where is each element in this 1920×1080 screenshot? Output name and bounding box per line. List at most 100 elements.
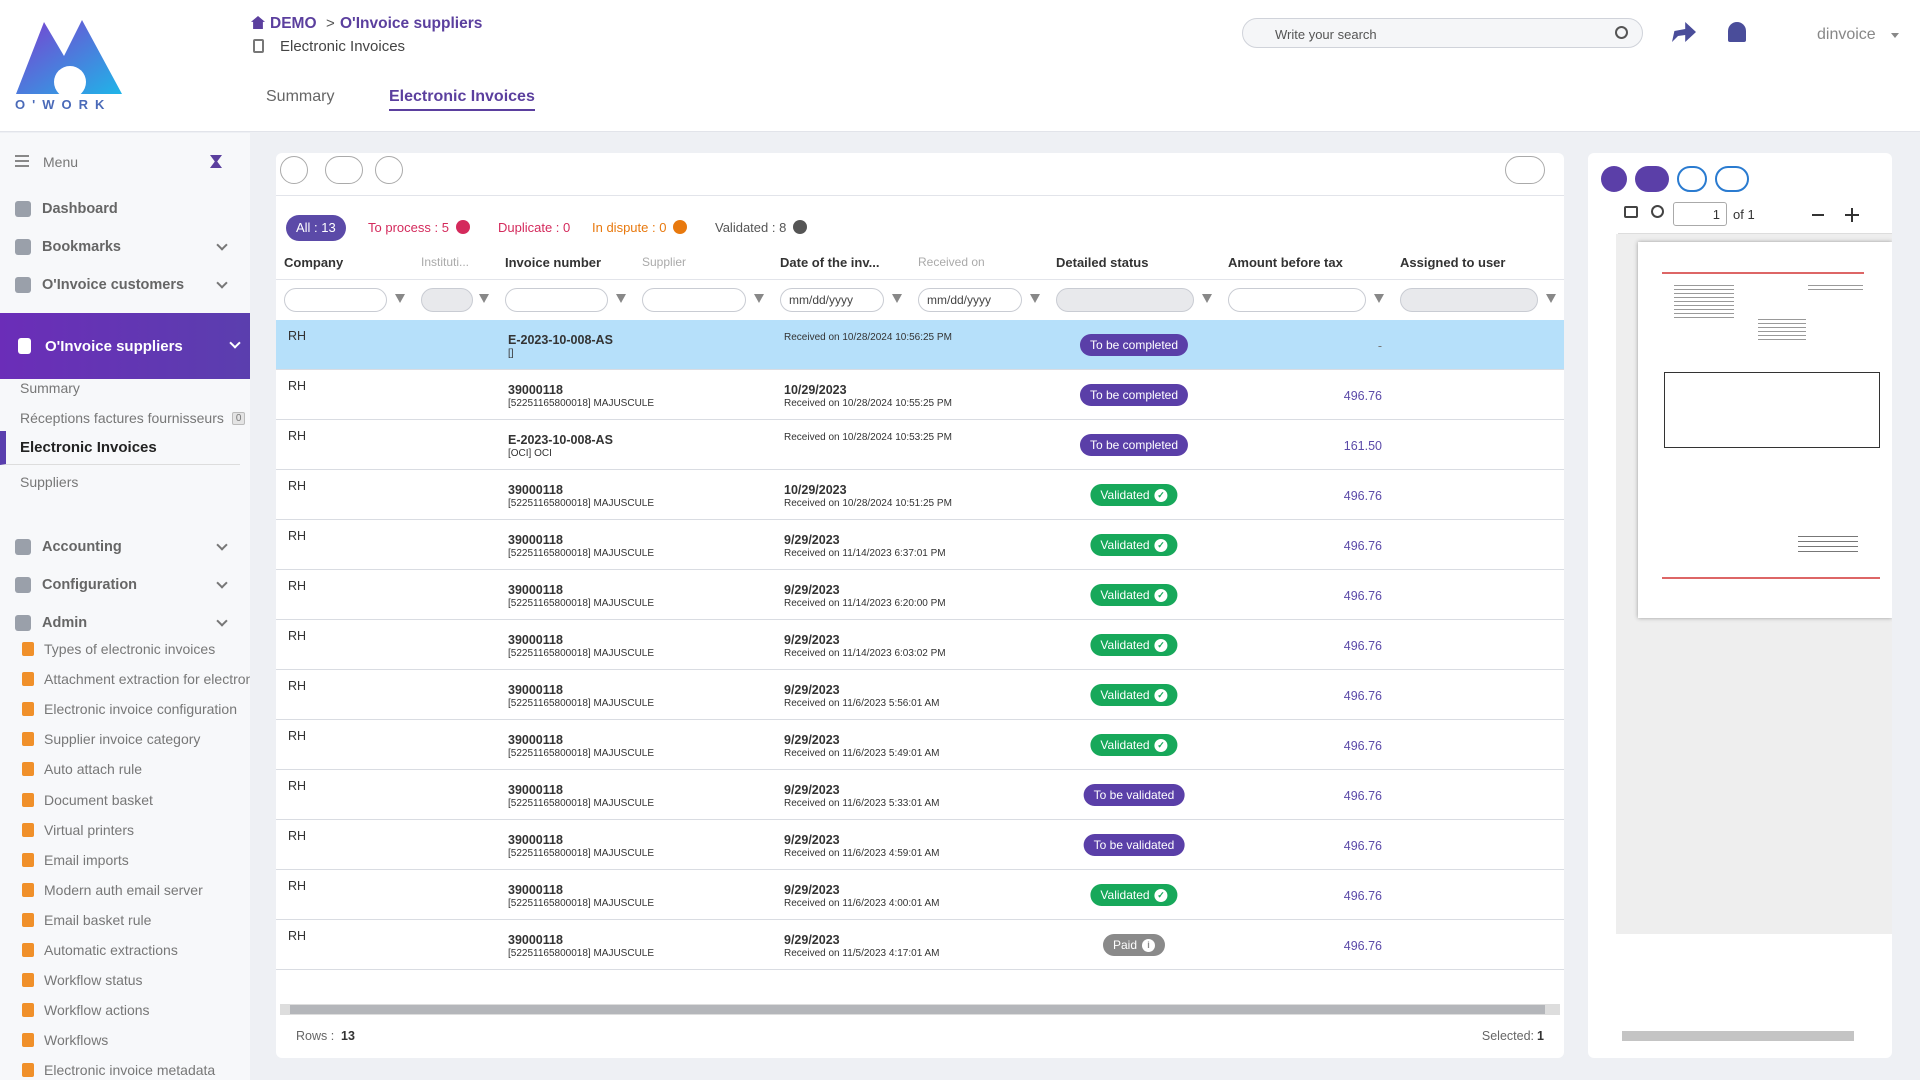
company: RH	[288, 879, 306, 893]
filter-icon[interactable]	[616, 294, 626, 303]
filter-button[interactable]	[375, 156, 403, 184]
column-filter[interactable]	[642, 288, 746, 312]
add-icon	[456, 220, 470, 234]
sub-item[interactable]: Summary	[0, 371, 250, 405]
column-filter[interactable]	[1400, 288, 1538, 312]
table-row[interactable]: RH39000118[52251165800018] MAJUSCULE9/29…	[276, 520, 1564, 570]
filter-icon[interactable]	[754, 294, 764, 303]
share-button[interactable]	[1672, 22, 1696, 42]
h-scrollbar[interactable]	[280, 1004, 1560, 1015]
admin-item[interactable]: Email imports	[0, 846, 250, 874]
side-item[interactable]: O'Invoice customers	[0, 267, 250, 303]
refresh-button[interactable]	[280, 156, 308, 184]
column-filter[interactable]	[1228, 288, 1366, 312]
status-filter[interactable]: In dispute : 0	[592, 215, 687, 241]
column-filter[interactable]: mm/dd/yyyy	[780, 288, 884, 312]
settings-button[interactable]	[1505, 156, 1545, 184]
table-row[interactable]: RH39000118[52251165800018] MAJUSCULE9/29…	[276, 820, 1564, 870]
admin-item[interactable]: Workflow status	[0, 966, 250, 994]
column-header[interactable]: Instituti...	[421, 255, 469, 269]
side-item[interactable]: Dashboard	[0, 191, 250, 227]
search-box[interactable]: Write your search	[1242, 18, 1643, 48]
zoom-out[interactable]	[1812, 214, 1824, 216]
notifications-button[interactable]	[1728, 22, 1746, 42]
status-filter[interactable]: Validated : 8	[715, 215, 807, 241]
admin-icon	[22, 642, 34, 656]
filter-icon[interactable]	[479, 294, 489, 303]
status-filter[interactable]: To process : 5	[368, 215, 470, 241]
column-header[interactable]: Invoice number	[505, 255, 601, 270]
table-row[interactable]: RH39000118[52251165800018] MAJUSCULE9/29…	[276, 920, 1564, 970]
sub-item[interactable]: Electronic Invoices	[0, 431, 240, 465]
viewer-action[interactable]	[1601, 166, 1627, 192]
admin-item[interactable]: Electronic invoice configuration	[0, 695, 250, 723]
invoice-preview	[1638, 242, 1892, 618]
filter-icon[interactable]	[1202, 294, 1212, 303]
sub-item[interactable]: Suppliers	[0, 465, 250, 499]
status-filter[interactable]: All : 13	[286, 215, 346, 241]
table-row[interactable]: RH39000118[52251165800018] MAJUSCULE9/29…	[276, 670, 1564, 720]
side-item[interactable]: Bookmarks	[0, 229, 250, 265]
sidebar-toggle[interactable]	[1624, 206, 1638, 218]
table-row[interactable]: RH39000118[52251165800018] MAJUSCULE9/29…	[276, 570, 1564, 620]
table-row[interactable]: RHE-2023-10-008-AS[OCI] OCIReceived on 1…	[276, 420, 1564, 470]
filter-icon[interactable]	[395, 294, 405, 303]
h-scroll-thumb[interactable]	[290, 1005, 1545, 1014]
table-row[interactable]: RH39000118[52251165800018] MAJUSCULE9/29…	[276, 720, 1564, 770]
breadcrumb-current[interactable]: O'Invoice suppliers	[340, 15, 482, 33]
filter-icon[interactable]	[1546, 294, 1556, 303]
column-header[interactable]: Assigned to user	[1400, 255, 1505, 270]
find-button[interactable]	[1651, 205, 1664, 218]
column-filter[interactable]	[505, 288, 608, 312]
user-menu[interactable]: dinvoice	[1817, 26, 1876, 44]
column-header[interactable]: Received on	[918, 255, 985, 269]
viewer-action[interactable]	[1715, 166, 1749, 192]
status-label: To be completed	[1090, 388, 1178, 402]
admin-item[interactable]: Document basket	[0, 786, 250, 814]
table-row[interactable]: RHE-2023-10-008-AS[]Received on 10/28/20…	[276, 320, 1564, 370]
admin-item[interactable]: Electronic invoice metadata	[0, 1056, 250, 1080]
page-input[interactable]: 1	[1673, 202, 1727, 226]
company: RH	[288, 679, 306, 693]
column-header[interactable]: Detailed status	[1056, 255, 1148, 270]
filter-icon[interactable]	[1374, 294, 1384, 303]
admin-item[interactable]: Workflow actions	[0, 996, 250, 1024]
admin-item[interactable]: Auto attach rule	[0, 755, 250, 783]
column-header[interactable]: Supplier	[642, 255, 686, 269]
table-row[interactable]: RH39000118[52251165800018] MAJUSCULE9/29…	[276, 870, 1564, 920]
side-item[interactable]: Configuration	[0, 567, 250, 603]
admin-item[interactable]: Email basket rule	[0, 906, 250, 934]
admin-item[interactable]: Automatic extractions	[0, 936, 250, 964]
tab[interactable]: Summary	[266, 88, 334, 109]
admin-item[interactable]: Virtual printers	[0, 816, 250, 844]
tab[interactable]: Electronic Invoices	[389, 88, 535, 111]
side-item[interactable]: Accounting	[0, 529, 250, 565]
admin-item[interactable]: Modern auth email server	[0, 876, 250, 904]
viewer-scrollbar[interactable]	[1622, 1031, 1854, 1041]
viewer-action[interactable]	[1677, 166, 1707, 192]
breadcrumb-root[interactable]: DEMO	[270, 15, 317, 33]
admin-item[interactable]: Types of electronic invoices	[0, 635, 250, 663]
viewer-action[interactable]	[1635, 166, 1669, 192]
columns-button[interactable]	[325, 156, 363, 184]
column-filter[interactable]	[421, 288, 473, 312]
sub-item[interactable]: Réceptions factures fournisseurs0	[0, 401, 250, 435]
pin-button[interactable]	[210, 155, 222, 168]
table-row[interactable]: RH39000118[52251165800018] MAJUSCULE9/29…	[276, 620, 1564, 670]
column-filter[interactable]: mm/dd/yyyy	[918, 288, 1022, 312]
table-row[interactable]: RH39000118[52251165800018] MAJUSCULE10/2…	[276, 370, 1564, 420]
admin-item[interactable]: Attachment extraction for electronic inv…	[0, 665, 250, 693]
table-row[interactable]: RH39000118[52251165800018] MAJUSCULE10/2…	[276, 470, 1564, 520]
filter-icon[interactable]	[892, 294, 902, 303]
column-header[interactable]: Amount before tax	[1228, 255, 1343, 270]
admin-item[interactable]: Supplier invoice category	[0, 725, 250, 753]
filter-icon[interactable]	[1030, 294, 1040, 303]
table-row[interactable]: RH39000118[52251165800018] MAJUSCULE9/29…	[276, 770, 1564, 820]
column-filter[interactable]	[1056, 288, 1194, 312]
side-item-active[interactable]: O'Invoice suppliers	[0, 313, 250, 379]
column-filter[interactable]	[284, 288, 387, 312]
column-header[interactable]: Company	[284, 255, 343, 270]
admin-item[interactable]: Workflows	[0, 1026, 250, 1054]
column-header[interactable]: Date of the inv...	[780, 255, 879, 270]
status-filter[interactable]: Duplicate : 0	[498, 215, 570, 241]
